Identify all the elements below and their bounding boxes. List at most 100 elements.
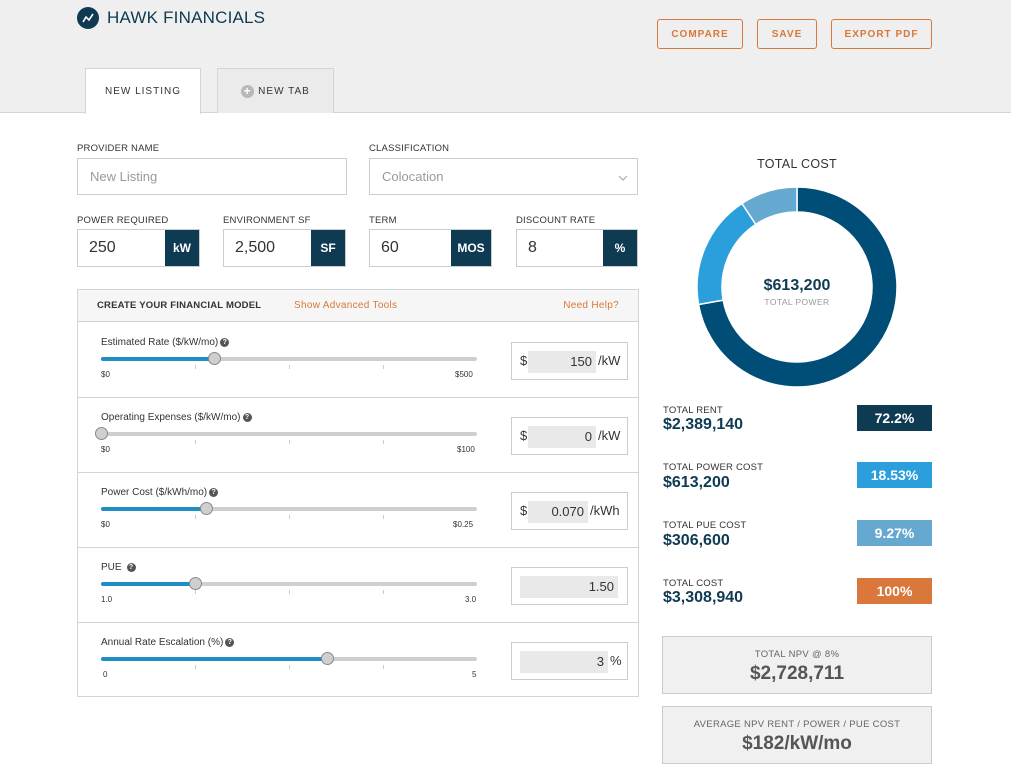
slider-handle[interactable]: [200, 502, 214, 515]
slider-label-text: Annual Rate Escalation (%): [101, 637, 224, 648]
slider-tick: [383, 440, 384, 444]
help-icon[interactable]: ?: [242, 413, 252, 422]
slider-tick: [383, 590, 384, 594]
slider-tick: [289, 515, 290, 519]
pue-value[interactable]: 1.50: [520, 576, 618, 598]
slider-handle[interactable]: [320, 652, 334, 665]
slider-fill: [101, 507, 207, 511]
term-value[interactable]: 60: [381, 239, 399, 256]
help-icon[interactable]: ?: [126, 563, 136, 572]
slider-row-pue: PUE? 1.0 3.0 1.50: [78, 548, 638, 623]
power-cost-input[interactable]: $ 0.070 /kWh: [511, 492, 628, 530]
environment-sf-value[interactable]: 2,500: [235, 239, 276, 256]
slider-tick: [383, 365, 384, 369]
currency-prefix: $: [520, 503, 528, 518]
provider-name-input[interactable]: New Listing: [77, 158, 347, 195]
total-power-cost-percent-badge: 18.53%: [857, 462, 932, 488]
power-cost-value[interactable]: 0.070: [528, 501, 588, 523]
slider-tick: [289, 590, 290, 594]
tab-label: NEW TAB: [258, 85, 310, 97]
slider-track[interactable]: [101, 352, 477, 369]
tab-new-tab[interactable]: + NEW TAB: [217, 68, 334, 113]
donut-segment-pue: [740, 187, 798, 226]
model-header: CREATE YOUR FINANCIAL MODEL Show Advance…: [78, 290, 638, 322]
slider-tick: [383, 515, 384, 519]
tab-label: NEW LISTING: [104, 86, 181, 97]
donut-center-value: $613,200: [763, 277, 831, 294]
slider-tick: [289, 440, 290, 444]
total-pue-cost-percent-badge: 9.27%: [857, 520, 932, 546]
tab-new-listing[interactable]: NEW LISTING: [85, 68, 201, 114]
total-pue-cost-value: $306,600: [663, 532, 730, 549]
brand-name: HAWK FINANCIALS: [107, 8, 266, 27]
estimated-rate-value[interactable]: 150: [528, 351, 596, 373]
slider-min: 1.0: [101, 595, 113, 604]
unit-suffix: /kW: [598, 353, 621, 368]
slider-row-estimated-rate: Estimated Rate ($/kW/mo)? $0 $500 $ 150 …: [78, 323, 638, 398]
slider-label: PUE?: [101, 562, 136, 573]
donut-center-label: TOTAL POWER: [764, 297, 830, 307]
compare-button[interactable]: COMPARE: [657, 19, 743, 49]
discount-rate-value[interactable]: 8: [528, 239, 537, 256]
discount-rate-field[interactable]: 8 %: [516, 229, 638, 267]
slider-tick: [195, 515, 196, 519]
slider-label: Annual Rate Escalation (%)?: [101, 637, 235, 648]
slider-label-text: Power Cost ($/kWh/mo): [101, 487, 208, 498]
slider-label-text: PUE: [101, 562, 122, 573]
classification-label: CLASSIFICATION: [369, 143, 450, 154]
help-icon[interactable]: ?: [209, 488, 219, 497]
slider-row-annual-rate-escalation: Annual Rate Escalation (%)? 0 5 3 %: [78, 623, 638, 698]
slider-track[interactable]: [101, 577, 477, 594]
slider-track[interactable]: [95, 427, 477, 444]
total-cost-label: TOTAL COST: [663, 578, 724, 589]
app-header: HAWK FINANCIALS COMPARE SAVE EXPORT PDF …: [0, 0, 1011, 114]
need-help-link[interactable]: Need Help?: [563, 300, 619, 311]
help-icon[interactable]: ?: [225, 638, 235, 647]
power-required-unit: kW: [165, 230, 199, 266]
power-required-field[interactable]: 250 kW: [77, 229, 200, 267]
term-field[interactable]: 60 MOS: [369, 229, 492, 267]
average-npv-label: AVERAGE NPV RENT / POWER / PUE COST: [693, 719, 901, 730]
help-icon[interactable]: ?: [220, 338, 230, 347]
unit-suffix: /kWh: [590, 503, 620, 518]
slider-tick: [195, 665, 196, 669]
financial-model-panel: CREATE YOUR FINANCIAL MODEL Show Advance…: [77, 289, 639, 697]
slider-handle[interactable]: [207, 352, 221, 365]
environment-sf-unit: SF: [311, 230, 345, 266]
power-required-label: POWER REQUIRED: [77, 215, 169, 226]
brand[interactable]: HAWK FINANCIALS: [77, 7, 265, 29]
currency-prefix: $: [520, 353, 528, 368]
slider-tick: [289, 665, 290, 669]
export-pdf-button[interactable]: EXPORT PDF: [831, 19, 932, 49]
slider-tick: [195, 590, 196, 594]
operating-expenses-input[interactable]: $ 0 /kW: [511, 417, 628, 455]
slider-label: Estimated Rate ($/kW/mo)?: [101, 337, 230, 348]
total-cost-title: TOTAL COST: [757, 157, 837, 171]
classification-select[interactable]: Colocation: [369, 158, 638, 195]
discount-rate-unit: %: [603, 230, 637, 266]
annual-rate-escalation-input[interactable]: 3 %: [511, 642, 628, 680]
total-npv-value: $2,728,711: [749, 663, 845, 684]
unit-suffix: /kW: [598, 428, 621, 443]
currency-prefix: $: [520, 428, 528, 443]
environment-sf-field[interactable]: 2,500 SF: [223, 229, 346, 267]
total-power-cost-label: TOTAL POWER COST: [663, 462, 764, 473]
power-required-value[interactable]: 250: [89, 239, 116, 256]
annual-rate-escalation-value[interactable]: 3: [520, 651, 608, 673]
save-button[interactable]: SAVE: [757, 19, 817, 49]
total-cost-value: $3,308,940: [663, 589, 744, 606]
operating-expenses-value[interactable]: 0: [528, 426, 596, 448]
discount-rate-label: DISCOUNT RATE: [516, 215, 596, 226]
show-advanced-tools-link[interactable]: Show Advanced Tools: [294, 300, 398, 311]
slider-row-operating-expenses: Operating Expenses ($/kW/mo)? $0 $100 $ …: [78, 398, 638, 473]
estimated-rate-input[interactable]: $ 150 /kW: [511, 342, 628, 380]
slider-handle[interactable]: [189, 577, 202, 590]
slider-tick: [289, 365, 290, 369]
total-cost-donut-chart: [697, 187, 897, 387]
slider-handle[interactable]: [95, 427, 108, 440]
slider-max: 3.0: [465, 595, 477, 604]
slider-label-text: Operating Expenses ($/kW/mo): [101, 412, 241, 423]
pue-input[interactable]: 1.50: [511, 567, 628, 605]
slider-track[interactable]: [101, 652, 477, 669]
slider-track[interactable]: [101, 502, 477, 519]
